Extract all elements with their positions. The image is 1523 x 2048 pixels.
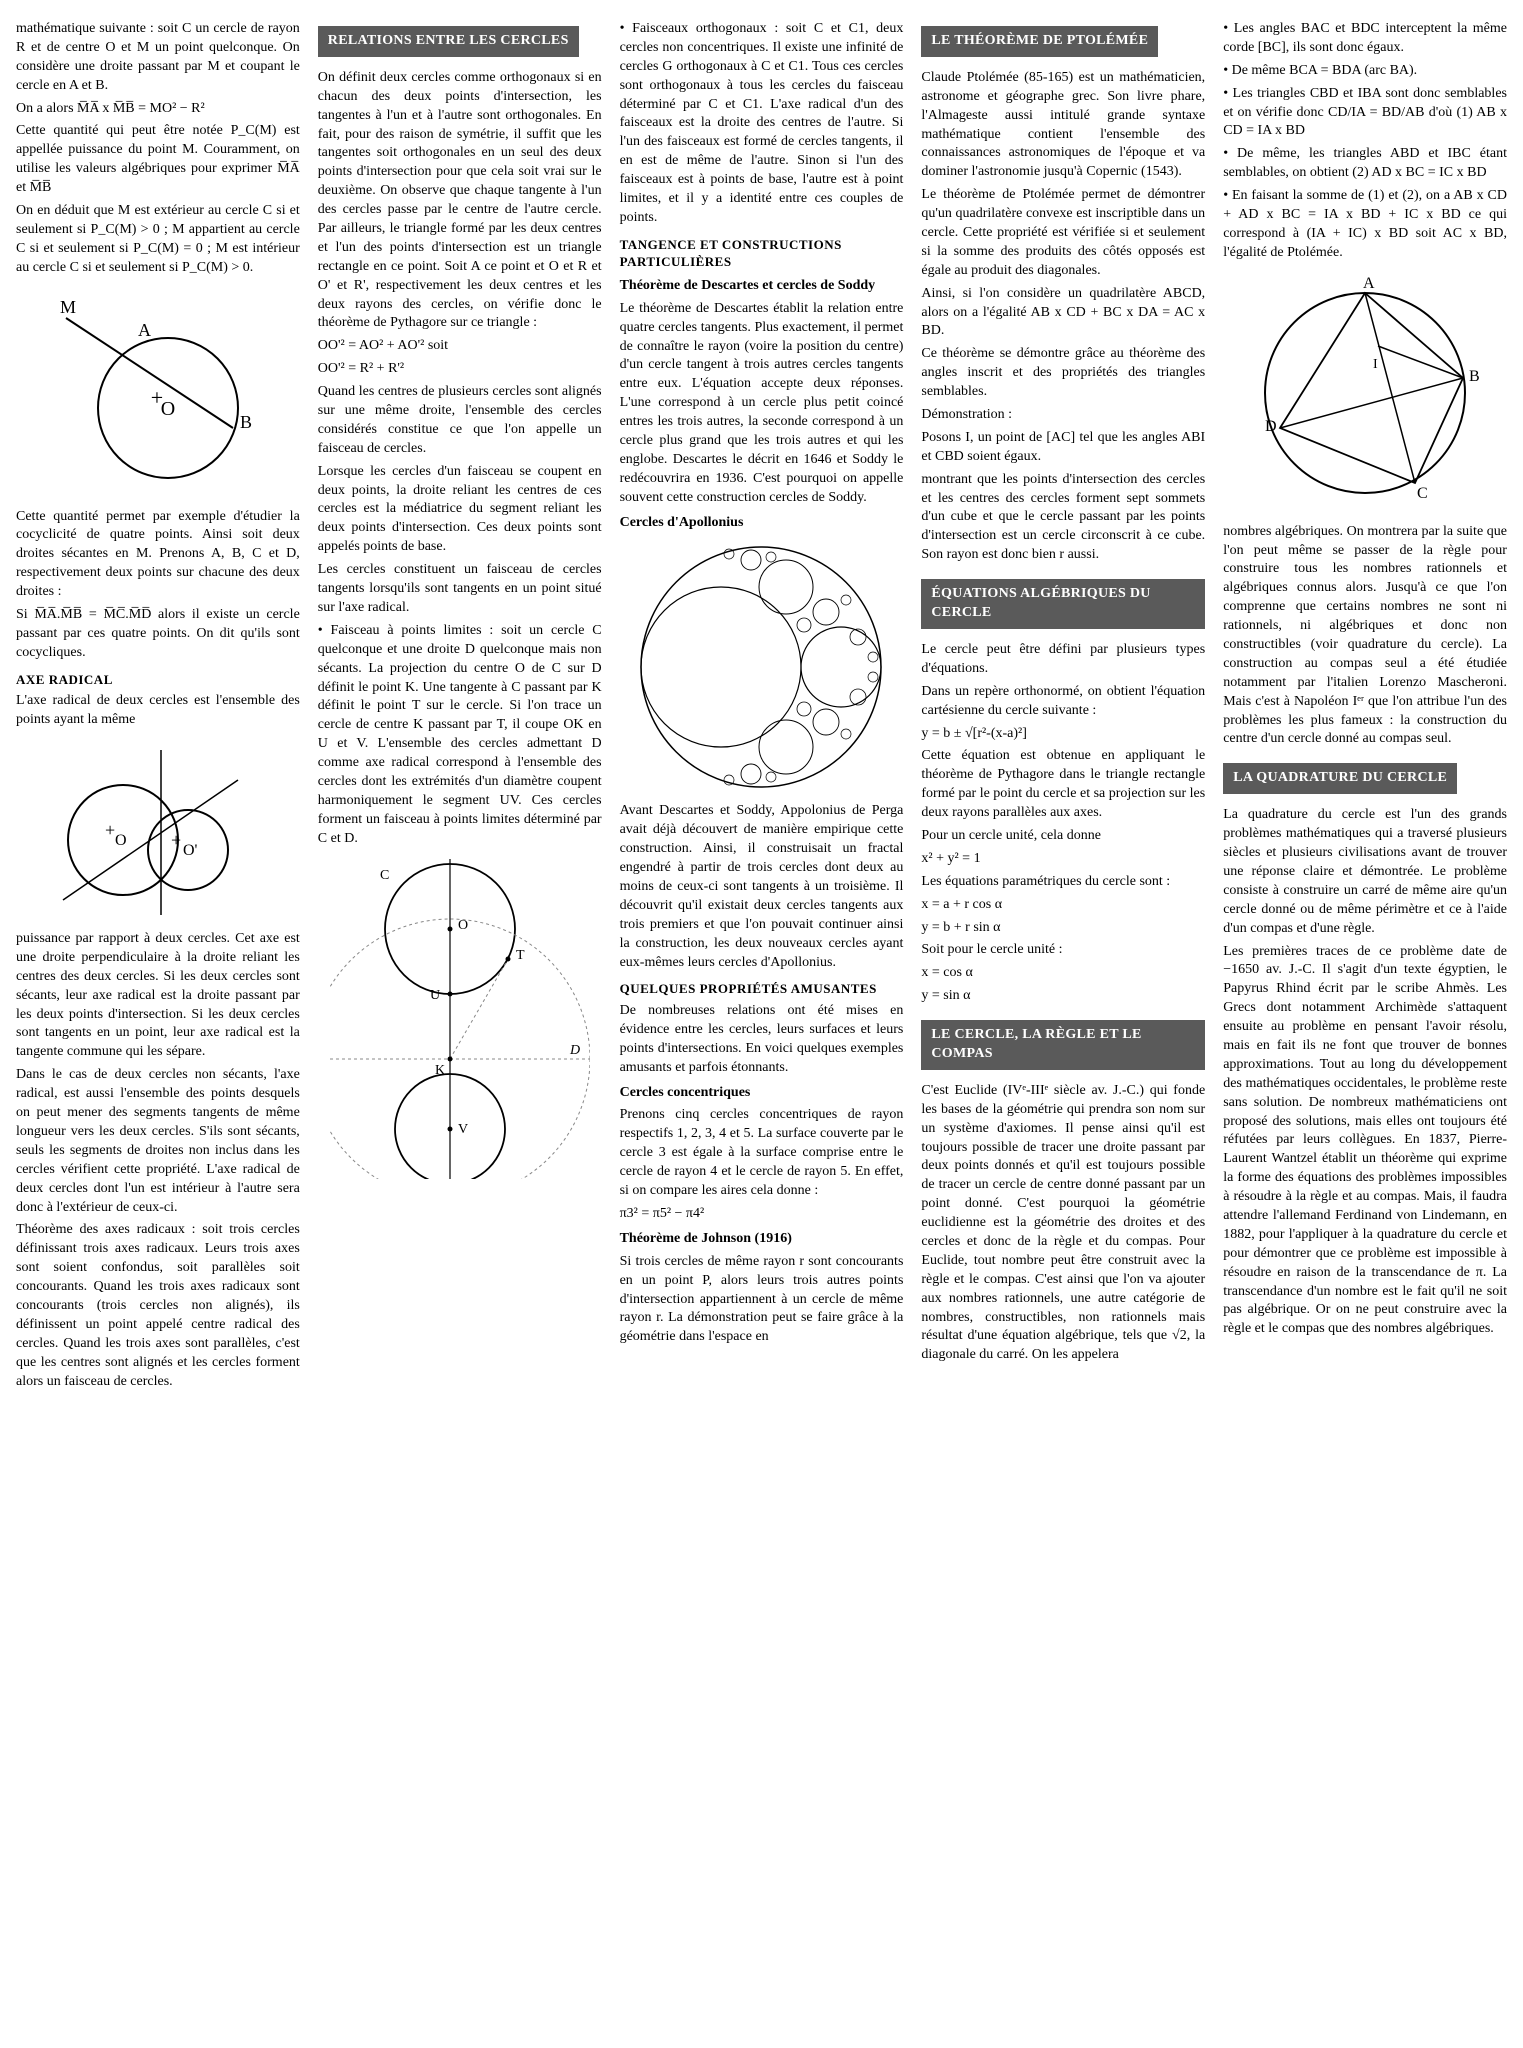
subhead-apollonius: Cercles d'Apollonius [620,514,904,533]
section-quadrature: LA QUADRATURE DU CERCLE [1223,763,1457,794]
body-text: • Les angles BAC et BDC interceptent la … [1223,20,1507,58]
column-5: • Les angles BAC et BDC interceptent la … [1223,16,1507,1395]
body-text: Lorsque les cercles d'un faisceau se cou… [318,463,602,557]
body-text: La quadrature du cercle est l'un des gra… [1223,806,1507,938]
fig-label-plus: + [171,830,181,850]
fig-label-plus: + [151,385,163,410]
body-text: Claude Ptolémée (85-165) est un mathémat… [921,69,1205,182]
body-text: • Faisceau à points limites : soit un ce… [318,622,602,849]
fig-label-b: B [1469,368,1480,385]
body-text: x = a + r cos α [921,896,1205,915]
body-text: C'est Euclide (IVᵉ-IIIᵉ siècle av. J.-C.… [921,1082,1205,1365]
section-relations-cercles: RELATIONS ENTRE LES CERCLES [318,26,579,57]
figure-apollonius [636,542,886,792]
subsection-proprietes-amusantes: Quelques propriétés amusantes [620,980,904,998]
body-text: Les cercles constituent un faisceau de c… [318,561,602,618]
body-text: OO'² = R² + R'² [318,360,602,379]
fig-label-a: A [1363,275,1375,292]
fig-label-i: I [1373,357,1378,372]
body-text: Prenons cinq cercles concentriques de ra… [620,1106,904,1200]
subhead-descartes-soddy: Théorème de Descartes et cercles de Sodd… [620,277,904,296]
body-text: Si M̅A̅.M̅B̅ = M̅C̅.M̅D̅ alors il existe… [16,606,300,663]
fig-label-o: O [458,918,468,933]
fig-label-d: D [1265,418,1277,435]
subsection-axe-radical: Axe radical [16,671,300,689]
fig-label-oprime: O' [183,842,198,859]
body-text: puissance par rapport à deux cercles. Ce… [16,930,300,1062]
body-text: On en déduit que M est extérieur au cerc… [16,202,300,278]
section-ptolemee: LE THÉORÈME DE PTOLÉMÉE [921,26,1158,57]
body-text: • Faisceaux orthogonaux : soit C et C1, … [620,20,904,228]
figure-radical-axis: O + O' + [43,740,273,920]
fig-label-m: M [60,297,76,317]
body-text: Le théorème de Descartes établit la rela… [620,300,904,508]
page-columns: mathématique suivante : soit C un cercle… [16,16,1507,1395]
body-text: On a alors M̅A̅ x M̅B̅ = MO² − R² [16,100,300,119]
fig-label-o: O [115,832,127,849]
body-text: Cette quantité qui peut être notée P_C(M… [16,122,300,198]
figure-faisceau-limites: O C V U T K D [330,859,590,1179]
column-3: • Faisceaux orthogonaux : soit C et C1, … [620,16,904,1395]
body-text: y = b + r sin α [921,919,1205,938]
body-text: Dans un repère orthonormé, on obtient l'… [921,683,1205,721]
body-text: Ce théorème se démontre grâce au théorèm… [921,345,1205,402]
column-1: mathématique suivante : soit C un cercle… [16,16,300,1395]
body-text: mathématique suivante : soit C un cercle… [16,20,300,96]
body-text: Ainsi, si l'on considère un quadrilatère… [921,285,1205,342]
body-text: montrant que les points d'intersection d… [921,471,1205,565]
figure-power-of-point: O + M A B [48,288,268,498]
body-text: • De même BCA = BDA (arc BA). [1223,62,1507,81]
fig-label-b: B [240,412,252,432]
body-text: Posons I, un point de [AC] tel que les a… [921,429,1205,467]
subsection-tangence: Tangence et constructions particulières [620,236,904,271]
body-text: Les équations paramétriques du cercle so… [921,873,1205,892]
section-equations-algebriques: ÉQUATIONS ALGÉBRIQUES DU CERCLE [921,579,1205,629]
body-text: OO'² = AO² + AO'² soit [318,337,602,356]
column-2: RELATIONS ENTRE LES CERCLES On définit d… [318,16,602,1395]
body-text: Dans le cas de deux cercles non sécants,… [16,1066,300,1217]
body-text: x = cos α [921,964,1205,983]
body-text: Cette équation est obtenue en appliquant… [921,747,1205,823]
body-text: Le cercle peut être défini par plusieurs… [921,641,1205,679]
body-text: x² + y² = 1 [921,850,1205,869]
fig-label-d: D [569,1043,580,1058]
body-text: De nombreuses relations ont été mises en… [620,1002,904,1078]
body-text: y = sin α [921,987,1205,1006]
body-text: Soit pour le cercle unité : [921,941,1205,960]
body-text: • En faisant la somme de (1) et (2), on … [1223,187,1507,263]
column-4: LE THÉORÈME DE PTOLÉMÉE Claude Ptolémée … [921,16,1205,1395]
body-text: On définit deux cercles comme orthogonau… [318,69,602,333]
body-text: π3² = π5² − π4² [620,1205,904,1224]
subhead-johnson: Théorème de Johnson (1916) [620,1230,904,1249]
section-regle-compas: LE CERCLE, LA RÈGLE ET LE COMPAS [921,1020,1205,1070]
body-text: Démonstration : [921,406,1205,425]
fig-label-u: U [430,988,440,1003]
fig-label-k: K [435,1063,445,1078]
body-text: Le théorème de Ptolémée permet de démont… [921,186,1205,280]
fig-label-plus: + [105,820,115,840]
fig-label-v: V [458,1122,468,1137]
body-text: Avant Descartes et Soddy, Appolonius de … [620,802,904,972]
fig-label-c: C [1417,485,1428,502]
fig-label-a: A [138,320,151,340]
body-text: Pour un cercle unité, cela donne [921,827,1205,846]
body-text: Théorème des axes radicaux : soit trois … [16,1221,300,1391]
body-text: Quand les centres de plusieurs cercles s… [318,383,602,459]
body-text: L'axe radical de deux cercles est l'ense… [16,692,300,730]
fig-label-c: C [380,868,389,883]
body-text: Si trois cercles de même rayon r sont co… [620,1253,904,1347]
body-text: nombres algébriques. On montrera par la … [1223,523,1507,750]
body-text: • Les triangles CBD et IBA sont donc sem… [1223,85,1507,142]
body-text: y = b ± √[r²-(x-a)²] [921,725,1205,744]
fig-label-t: T [516,948,525,963]
body-text: • De même, les triangles ABD et IBC étan… [1223,145,1507,183]
body-text: Cette quantité permet par exemple d'étud… [16,508,300,602]
subhead-concentriques: Cercles concentriques [620,1084,904,1103]
body-text: Les premières traces de ce problème date… [1223,943,1507,1340]
figure-ptolemy: A B C D I [1245,273,1485,513]
